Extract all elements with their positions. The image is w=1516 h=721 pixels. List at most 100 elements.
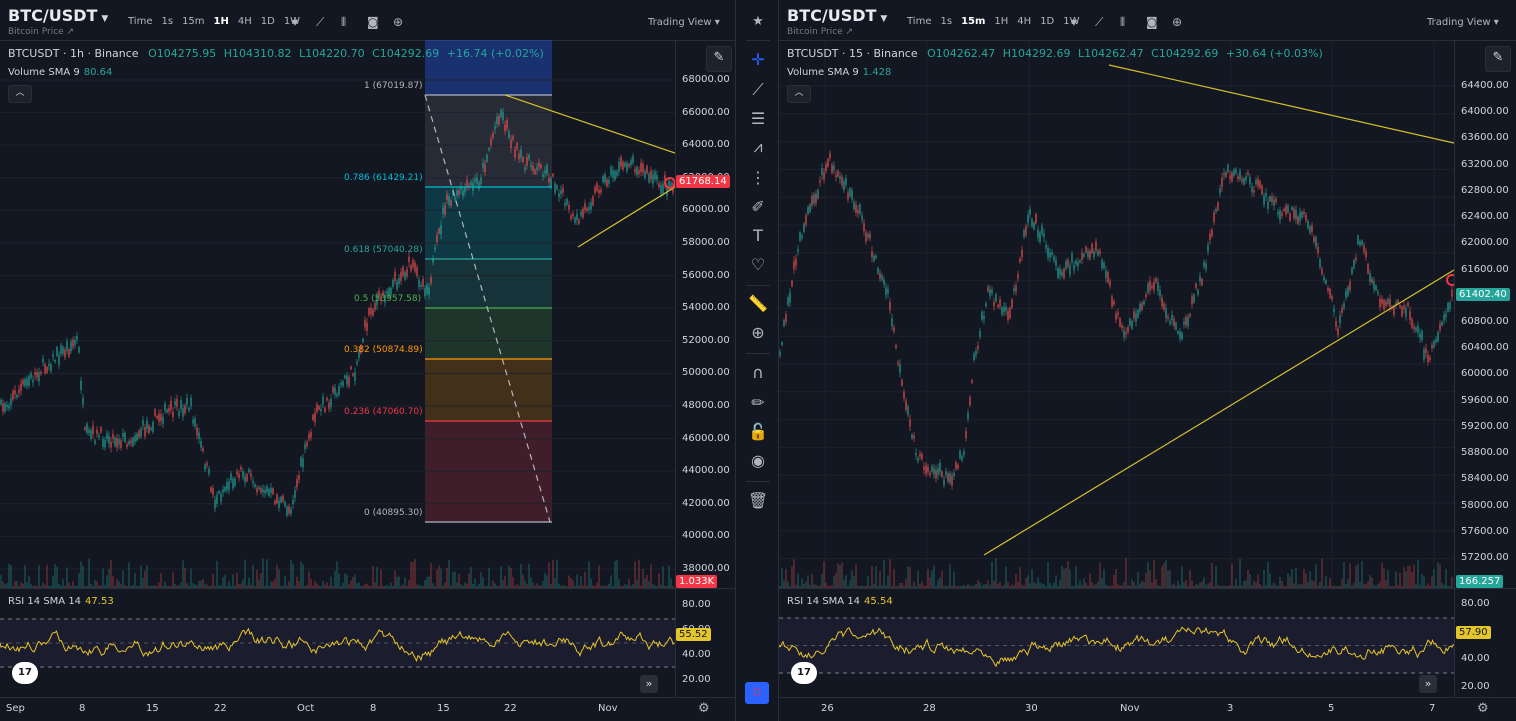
candle-body: [190, 397, 192, 407]
interval-dropdown-icon[interactable]: ▾: [292, 15, 299, 29]
right-symbol-selector[interactable]: BTC/USDT ▼: [787, 6, 887, 25]
right-time-axis[interactable]: 26 28 30 Nov 3 5 7: [779, 697, 1516, 721]
star-icon[interactable]: ★: [752, 14, 764, 29]
zoom-icon[interactable]: ⊕: [751, 323, 765, 342]
volume-bar: [1289, 576, 1291, 588]
settings-gear-icon[interactable]: ⚙: [698, 701, 710, 716]
interval-1s[interactable]: 1s: [161, 16, 174, 27]
fib-icon[interactable]: ☰: [750, 109, 766, 128]
candle-body: [572, 213, 574, 216]
right-price-chart[interactable]: [779, 40, 1454, 588]
favorites-icon[interactable]: ✩: [745, 682, 769, 704]
camera-icon[interactable]: ◙: [367, 15, 379, 29]
interval-1d[interactable]: 1D: [260, 16, 275, 27]
left-trading-view-button[interactable]: Trading View ▾: [648, 17, 720, 28]
interval-4h[interactable]: 4H: [237, 16, 252, 27]
candles-icon[interactable]: ⫴: [1120, 15, 1126, 29]
right-trading-view-button[interactable]: Trading View ▾: [1427, 17, 1499, 28]
camera-icon[interactable]: ◙: [1146, 15, 1158, 29]
brush-icon[interactable]: ✐: [751, 197, 765, 216]
candle-body: [352, 373, 354, 376]
candle-body: [32, 379, 34, 383]
candle-body: [580, 212, 582, 216]
draw-pen-icon[interactable]: ✎: [1485, 46, 1511, 72]
interval-15m[interactable]: 15m: [961, 16, 986, 27]
interval-15m[interactable]: 15m: [182, 16, 205, 27]
interval-1w[interactable]: 1W: [1063, 16, 1080, 27]
scroll-to-realtime-icon[interactable]: »: [1419, 675, 1437, 693]
interval-1s[interactable]: 1s: [940, 16, 953, 27]
interval-1h[interactable]: 1H: [994, 16, 1009, 27]
indicators-chart-icon[interactable]: ⟋: [1095, 15, 1104, 29]
collapse-legend-icon[interactable]: ︿: [787, 85, 811, 103]
tradingview-logo[interactable]: 17: [791, 662, 817, 684]
text-icon[interactable]: T: [753, 226, 763, 245]
volume-bar: [1255, 582, 1257, 588]
volume-bar: [672, 585, 674, 588]
candle-body: [468, 184, 470, 188]
volume-bar: [979, 582, 981, 588]
right-price-axis[interactable]: 64400.00 64000.00 63600.00 63200.00 62800.00…: [1454, 40, 1516, 588]
heart-icon[interactable]: ♡: [750, 255, 766, 274]
pattern-icon[interactable]: ⩘: [753, 137, 763, 156]
indicators-chart-icon[interactable]: ⟋: [316, 15, 325, 29]
price-tick: 63200.00: [1461, 158, 1509, 170]
draw-pen-icon[interactable]: ✎: [706, 46, 732, 72]
add-icon[interactable]: ⊕: [1172, 15, 1183, 29]
candle-body: [264, 490, 266, 494]
crosshair-icon[interactable]: ✛: [751, 50, 765, 69]
lock-icon[interactable]: 🔓: [748, 422, 768, 441]
add-icon[interactable]: ⊕: [393, 15, 404, 29]
time-tick: 15: [146, 703, 159, 714]
volume-bar: [666, 585, 668, 588]
interval-1h[interactable]: 1H: [213, 16, 229, 27]
left-time-axis[interactable]: Sep 8 15 22 Oct 8 15 22 Nov: [0, 697, 735, 721]
candle-body: [108, 436, 110, 444]
interval-time[interactable]: Time: [907, 16, 932, 27]
volume-bar: [1281, 580, 1283, 588]
trash-icon[interactable]: 🗑: [747, 491, 769, 510]
collapse-legend-icon[interactable]: ︿: [8, 85, 32, 103]
left-price-chart[interactable]: [0, 40, 675, 588]
scroll-to-realtime-icon[interactable]: »: [640, 675, 658, 693]
volume-bar: [983, 584, 985, 588]
candle-body: [953, 472, 955, 477]
right-subtitle[interactable]: Bitcoin Price ↗: [787, 27, 854, 37]
projection-icon[interactable]: ⋮: [750, 168, 766, 187]
left-volume-label: Volume SMA 9: [8, 67, 80, 78]
rsi-separator[interactable]: [0, 588, 735, 589]
candle-body: [977, 345, 979, 349]
candle-body: [26, 378, 28, 386]
volume-bar: [883, 559, 885, 588]
interval-time[interactable]: Time: [128, 16, 153, 27]
lock-draw-icon[interactable]: ✏: [751, 393, 765, 412]
interval-4h[interactable]: 4H: [1017, 16, 1032, 27]
interval-1d[interactable]: 1D: [1040, 16, 1055, 27]
volume-bar: [166, 585, 168, 588]
ruler-icon[interactable]: 📏: [748, 294, 768, 313]
magnet-icon[interactable]: ∩: [752, 363, 764, 382]
rsi-separator[interactable]: [779, 588, 1516, 589]
tradingview-logo[interactable]: 17: [12, 662, 38, 684]
trendline-icon[interactable]: ⟋: [752, 80, 764, 99]
left-symbol-selector[interactable]: BTC/USDT ▼: [8, 6, 108, 25]
right-rsi-chart[interactable]: [779, 589, 1454, 697]
candle-body: [1235, 169, 1237, 174]
left-price-axis[interactable]: 68000.0066000.0064000.0062000.0060000.00…: [675, 40, 735, 588]
volume-bar: [298, 581, 300, 588]
volume-bar: [274, 578, 276, 588]
interval-1w[interactable]: 1W: [283, 16, 301, 27]
candles-icon[interactable]: ⫴: [341, 15, 347, 29]
left-rsi-chart[interactable]: [0, 589, 675, 697]
candle-body: [1099, 251, 1101, 254]
settings-gear-icon[interactable]: ⚙: [1477, 701, 1489, 716]
left-subtitle[interactable]: Bitcoin Price ↗: [8, 27, 75, 37]
candle-body: [1143, 300, 1145, 305]
volume-bar: [486, 585, 488, 588]
interval-dropdown-icon[interactable]: ▾: [1071, 15, 1078, 29]
volume-bar: [1059, 579, 1061, 588]
candle-body: [332, 387, 334, 393]
eye-icon[interactable]: ◉: [751, 451, 765, 470]
